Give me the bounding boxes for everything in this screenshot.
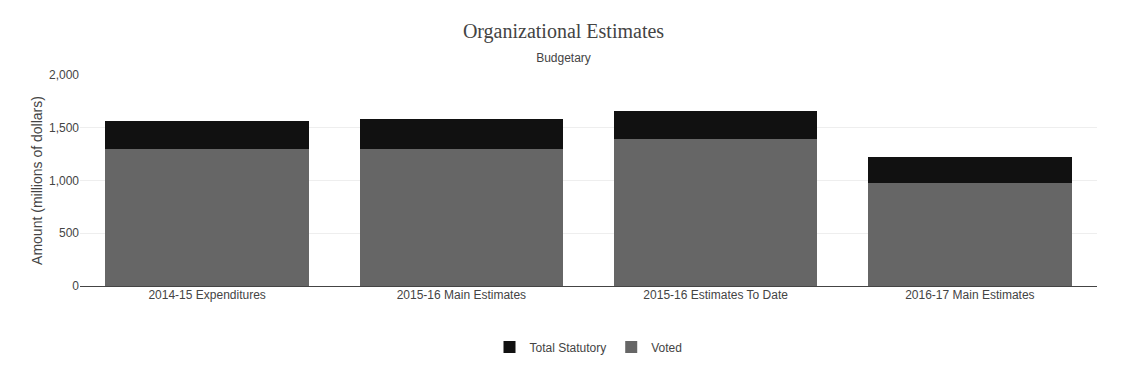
svg-text:2015-16 Estimates To Date: 2015-16 Estimates To Date [643, 288, 788, 302]
svg-text:2016-17 Main Estimates: 2016-17 Main Estimates [905, 288, 1034, 302]
svg-text:2015-16 Main Estimates: 2015-16 Main Estimates [397, 288, 526, 302]
svg-text:Budgetary: Budgetary [536, 51, 591, 65]
svg-text:Organizational Estimates: Organizational Estimates [463, 20, 664, 43]
svg-text:0: 0 [72, 279, 79, 293]
svg-text:500: 500 [59, 226, 79, 240]
svg-text:2014-15 Expenditures: 2014-15 Expenditures [148, 288, 265, 302]
svg-text:Amount (millions of dollars): Amount (millions of dollars) [29, 96, 45, 265]
svg-text:Voted: Voted [651, 341, 682, 355]
svg-text:Total Statutory: Total Statutory [530, 341, 607, 355]
svg-text:1,000: 1,000 [49, 174, 79, 188]
svg-text:1,500: 1,500 [49, 121, 79, 135]
svg-text:2,000: 2,000 [49, 68, 79, 82]
